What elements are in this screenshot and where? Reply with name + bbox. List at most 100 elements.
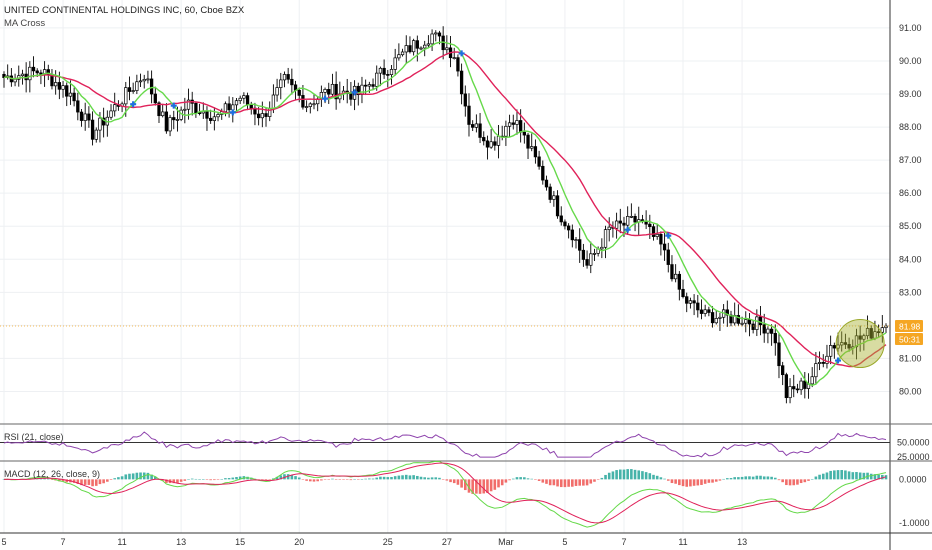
- candle-body: [725, 309, 729, 316]
- y-tick-label: 87.00: [899, 155, 922, 165]
- macd-histogram-bar: [744, 476, 748, 480]
- candle-body: [548, 186, 552, 200]
- candle-body: [788, 386, 792, 399]
- macd-histogram-bar: [80, 479, 83, 486]
- candle-body: [297, 89, 301, 96]
- ma-cross-marker: [351, 89, 358, 96]
- macd-histogram-bar: [2, 479, 6, 480]
- macd-histogram-bar: [799, 479, 803, 484]
- macd-histogram-bar: [50, 479, 54, 480]
- candle-body: [327, 89, 331, 95]
- x-tick-label: Mar: [498, 537, 514, 547]
- candle-body: [349, 93, 353, 100]
- macd-histogram-bar: [216, 479, 220, 480]
- rsi-pane[interactable]: 50.0000 25.0000: [0, 431, 930, 462]
- candle-body: [710, 312, 715, 324]
- macd-histogram-bar: [508, 479, 511, 481]
- candle-body: [138, 80, 143, 83]
- macd-histogram-bar: [452, 479, 456, 484]
- macd-signal-line: [3, 462, 887, 524]
- macd-histogram-bar: [475, 479, 478, 494]
- macd-histogram-bar: [482, 479, 486, 494]
- main-pane[interactable]: [0, 26, 890, 404]
- candle-body: [430, 33, 434, 45]
- candle-body: [109, 110, 113, 118]
- candle-body: [245, 95, 250, 106]
- macd-histogram-bar: [187, 479, 190, 480]
- macd-histogram-bar: [836, 470, 840, 480]
- candle-body: [290, 78, 294, 86]
- rsi-label: RSI (21, close): [4, 432, 64, 442]
- macd-histogram-bar: [873, 474, 877, 480]
- candle-body: [744, 319, 748, 324]
- candle-body: [356, 85, 360, 96]
- candle-body: [655, 234, 659, 237]
- candle-body: [784, 374, 789, 399]
- macd-histogram-bar: [674, 479, 677, 484]
- candle-body: [35, 70, 39, 74]
- macd-histogram-bar: [65, 479, 69, 483]
- x-tick-label: 15: [235, 537, 245, 547]
- macd-histogram-bar: [541, 479, 545, 483]
- candle-body: [434, 32, 438, 35]
- candle-body: [740, 322, 744, 325]
- macd-histogram-bar: [327, 479, 331, 480]
- candle-body: [194, 102, 198, 114]
- macd-histogram-bar: [364, 478, 367, 480]
- macd-histogram-bar: [393, 476, 397, 480]
- macd-pane[interactable]: 0.0000 -1.0000: [2, 460, 930, 528]
- candle-body: [323, 89, 327, 93]
- macd-histogram-bar: [438, 477, 441, 480]
- candle-body: [39, 72, 43, 75]
- y-tick-label: 86.00: [899, 188, 922, 198]
- candle-body: [633, 215, 637, 223]
- macd-histogram-bar: [670, 479, 674, 484]
- candle-body: [522, 131, 526, 136]
- macd-histogram-bar: [342, 479, 345, 480]
- ma-cross-marker: [458, 50, 465, 57]
- macd-histogram-bar: [729, 478, 733, 480]
- candle-body: [629, 215, 634, 218]
- candle-body: [854, 335, 859, 348]
- countdown-value: 50:31: [899, 335, 921, 345]
- macd-histogram-bar: [726, 478, 729, 480]
- macd-histogram-bar: [851, 472, 855, 480]
- macd-histogram-bar: [194, 478, 198, 480]
- candle-body: [533, 146, 538, 158]
- macd-histogram-bar: [700, 479, 703, 485]
- candle-body: [426, 43, 431, 46]
- macd-histogram-bar: [434, 477, 438, 480]
- candle-body: [452, 57, 456, 59]
- macd-histogram-bar: [593, 479, 596, 482]
- macd-histogram-bar: [633, 469, 637, 480]
- candle-body: [799, 380, 803, 391]
- candle-body: [264, 113, 268, 117]
- macd-histogram-bar: [39, 478, 43, 480]
- candle-body: [149, 78, 154, 95]
- highlight-circle: [835, 319, 885, 369]
- macd-histogram-bar: [618, 469, 622, 480]
- candle-body: [256, 113, 261, 119]
- macd-histogram-bar: [375, 477, 379, 480]
- candle-body: [142, 78, 146, 82]
- candle-body: [755, 316, 759, 330]
- candle-body: [670, 264, 674, 280]
- macd-histogram-bar: [751, 476, 755, 480]
- macd-histogram-bar: [379, 476, 382, 480]
- macd-histogram-bar: [430, 477, 434, 480]
- grid: [0, 0, 890, 533]
- candle-body: [769, 328, 774, 334]
- macd-histogram-bar: [707, 479, 711, 483]
- macd-histogram-bar: [711, 479, 714, 483]
- candle-body: [76, 100, 80, 113]
- macd-histogram-bar: [294, 476, 297, 480]
- macd-histogram-bar: [106, 479, 109, 482]
- candle-body: [566, 225, 571, 231]
- candle-body: [773, 333, 777, 344]
- macd-histogram-bar: [231, 477, 235, 480]
- candle-body: [238, 97, 242, 102]
- candle-body: [703, 309, 707, 314]
- candle-body: [485, 140, 490, 148]
